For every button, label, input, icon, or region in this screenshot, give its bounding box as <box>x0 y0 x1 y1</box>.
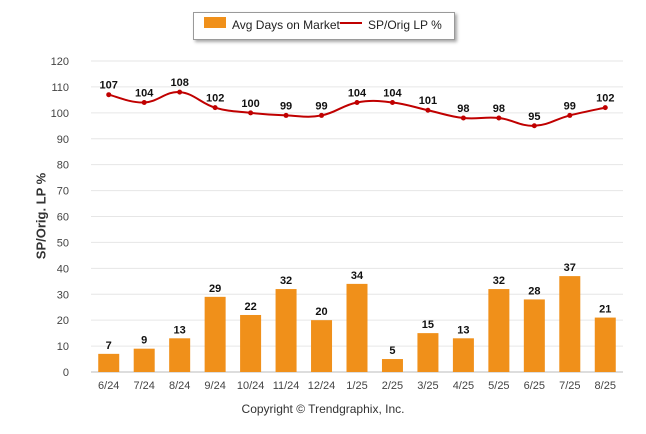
line-data-label: 101 <box>419 95 437 107</box>
y-tick-label: 60 <box>57 212 69 224</box>
line-point <box>496 115 502 121</box>
y-tick-label: 20 <box>57 315 69 327</box>
line-data-label: 95 <box>528 111 540 123</box>
x-tick-label: 8/25 <box>595 380 616 392</box>
x-tick-label: 7/24 <box>133 380 154 392</box>
bar <box>169 338 191 372</box>
line-data-label: 107 <box>100 80 118 92</box>
bar <box>523 299 545 372</box>
x-tick-label: 9/24 <box>204 380 225 392</box>
y-tick-label: 80 <box>57 160 69 172</box>
line-data-label: 104 <box>348 87 367 99</box>
y-tick-label: 90 <box>57 134 69 146</box>
line-point <box>602 105 608 111</box>
x-tick-label: 6/25 <box>524 380 545 392</box>
x-tick-label: 1/25 <box>346 380 367 392</box>
bar-data-label: 21 <box>599 304 611 316</box>
bar <box>311 320 333 372</box>
line-point <box>460 115 466 121</box>
y-tick-label: 110 <box>51 82 69 94</box>
line-point <box>319 112 325 118</box>
line-data-label: 98 <box>457 103 469 115</box>
bar-data-label: 22 <box>244 301 256 313</box>
bar-data-label: 13 <box>174 324 186 336</box>
bar-data-label: 37 <box>564 262 576 274</box>
line-point <box>212 105 218 111</box>
line-data-label: 99 <box>280 100 292 112</box>
y-tick-label: 100 <box>51 108 69 120</box>
x-tick-label: 12/24 <box>308 380 336 392</box>
bar <box>346 283 368 372</box>
bar-data-label: 32 <box>493 275 505 287</box>
copyright: Copyright © Trendgraphix, Inc. <box>241 402 405 416</box>
line-data-label: 104 <box>135 87 154 99</box>
bar <box>488 289 510 372</box>
line-point <box>389 99 395 105</box>
bar-data-label: 9 <box>141 335 147 347</box>
y-tick-label: 120 <box>51 56 69 68</box>
bar <box>133 348 155 372</box>
x-tick-label: 7/25 <box>559 380 580 392</box>
x-tick-label: 8/24 <box>169 380 190 392</box>
x-tick-label: 4/25 <box>453 380 474 392</box>
line-data-label: 98 <box>493 103 505 115</box>
bar-data-label: 20 <box>315 306 327 318</box>
x-tick-label: 5/25 <box>488 380 509 392</box>
x-tick-label: 11/24 <box>273 380 300 392</box>
y-tick-label: 30 <box>57 289 69 301</box>
line-data-label: 102 <box>596 93 614 105</box>
bar-data-label: 28 <box>528 285 540 297</box>
line-data-label: 100 <box>241 98 259 110</box>
bar <box>594 317 616 372</box>
line-data-label: 99 <box>315 100 327 112</box>
y-tick-label: 50 <box>57 237 69 249</box>
x-tick-label: 2/25 <box>382 380 403 392</box>
x-tick-label: 3/25 <box>417 380 438 392</box>
bar-data-label: 7 <box>106 340 112 352</box>
bar-data-label: 13 <box>457 324 469 336</box>
bar-data-label: 34 <box>351 270 364 282</box>
legend-label-sp-orig-lp: SP/Orig LP % <box>368 18 442 32</box>
y-tick-label: 0 <box>63 367 69 379</box>
bar-data-label: 5 <box>389 345 395 357</box>
line-point <box>354 99 360 105</box>
bar-data-label: 32 <box>280 275 292 287</box>
line-point <box>177 89 183 95</box>
line-data-label: 102 <box>206 93 224 105</box>
line-data-label: 108 <box>170 77 188 89</box>
line-point <box>567 112 573 118</box>
legend-label-days-on-market: Avg Days on Market <box>232 18 340 32</box>
line-point <box>425 107 431 113</box>
x-tick-label: 10/24 <box>237 380 265 392</box>
line-point <box>248 110 254 116</box>
bar <box>275 289 297 372</box>
bar <box>452 338 474 372</box>
y-tick-label: 40 <box>57 263 69 275</box>
bar <box>98 353 120 372</box>
line-point <box>106 92 112 98</box>
bar-data-label: 29 <box>209 283 221 295</box>
bar <box>417 333 439 372</box>
y-tick-label: 70 <box>57 186 69 198</box>
bar <box>381 359 403 372</box>
legend-swatch-sp-orig-lp <box>340 22 362 24</box>
line-point <box>531 123 537 129</box>
line-point <box>141 99 147 105</box>
line-data-label: 104 <box>383 87 402 99</box>
legend: Avg Days on Market SP/Orig LP % <box>193 12 455 40</box>
x-tick-label: 6/24 <box>98 380 119 392</box>
bar-data-label: 15 <box>422 319 434 331</box>
bar <box>204 296 226 372</box>
bar <box>559 276 581 372</box>
bar <box>240 314 262 372</box>
line-data-label: 99 <box>564 100 576 112</box>
legend-swatch-days-on-market <box>204 17 226 28</box>
y-tick-label: 10 <box>57 341 69 353</box>
line-point <box>283 112 289 118</box>
